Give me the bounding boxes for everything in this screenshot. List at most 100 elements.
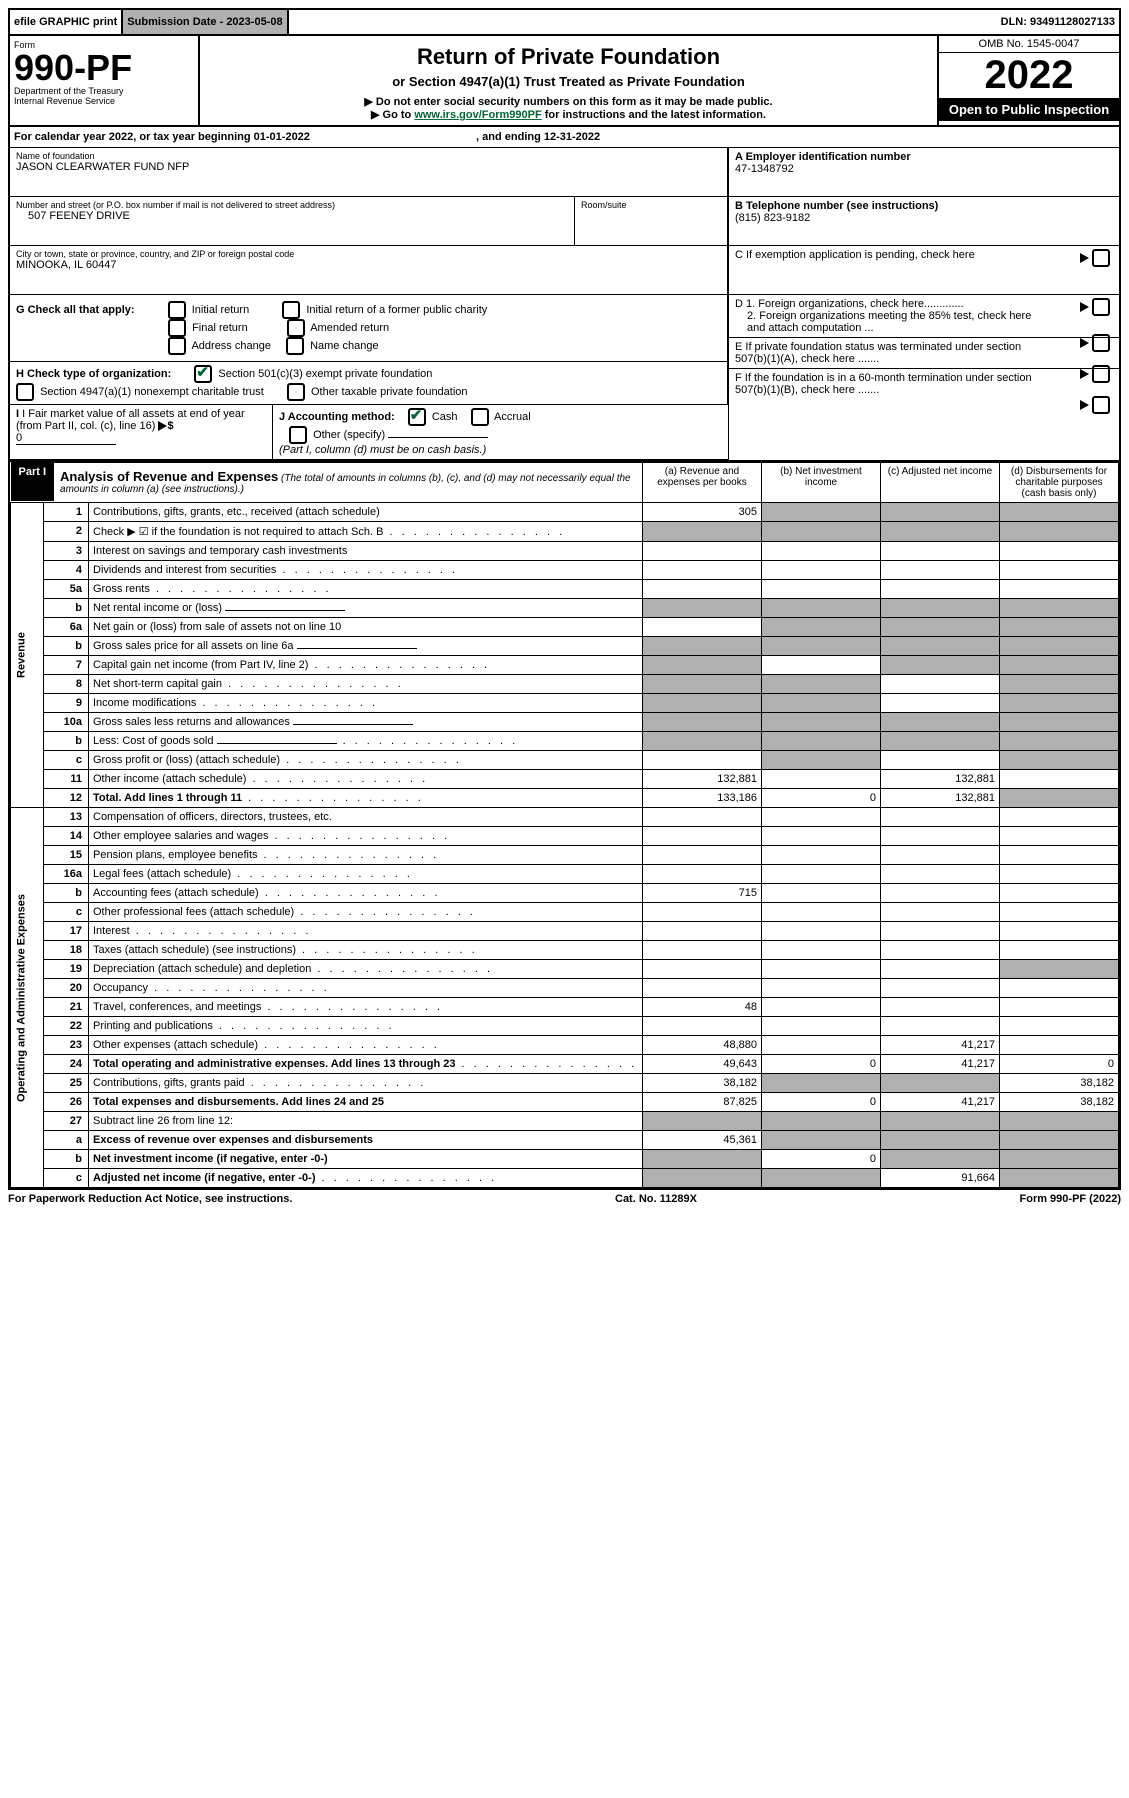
row-number: 24: [44, 1055, 89, 1074]
cell-a: [643, 1112, 762, 1131]
note-goto-a: ▶ Go to: [371, 109, 414, 121]
form990pf-link[interactable]: www.irs.gov/Form990PF: [414, 109, 541, 121]
cell-b: 0: [762, 789, 881, 808]
cell-c: [881, 808, 1000, 827]
cell-c: [881, 960, 1000, 979]
cell-c: [881, 694, 1000, 713]
table-row: 11Other income (attach schedule)132,8811…: [11, 770, 1119, 789]
cell-a: [643, 580, 762, 599]
table-row: 7Capital gain net income (from Part IV, …: [11, 656, 1119, 675]
cell-c: 91,664: [881, 1169, 1000, 1188]
cell-a: [643, 941, 762, 960]
j-other: Other (specify): [313, 429, 385, 441]
cell-d: [1000, 808, 1119, 827]
checkbox-f[interactable]: [1092, 396, 1110, 414]
row-number: 23: [44, 1036, 89, 1055]
table-row: 23Other expenses (attach schedule)48,880…: [11, 1036, 1119, 1055]
table-row: 19Depreciation (attach schedule) and dep…: [11, 960, 1119, 979]
cell-d: [1000, 1017, 1119, 1036]
cell-a: 49,643: [643, 1055, 762, 1074]
cell-b: [762, 1131, 881, 1150]
row-label: Printing and publications: [89, 1017, 643, 1036]
checkbox-final-return[interactable]: [168, 319, 186, 337]
cell-d: [1000, 732, 1119, 751]
checkbox-address-change[interactable]: [168, 337, 186, 355]
row-number: b: [44, 1150, 89, 1169]
row-label: Less: Cost of goods sold: [89, 732, 643, 751]
side-label-opex: Operating and Administrative Expenses: [11, 808, 44, 1188]
cell-c: [881, 1131, 1000, 1150]
row-label: Income modifications: [89, 694, 643, 713]
cell-a: [643, 1169, 762, 1188]
row-number: b: [44, 637, 89, 656]
cell-b: [762, 979, 881, 998]
table-row: 3Interest on savings and temporary cash …: [11, 542, 1119, 561]
row-label: Contributions, gifts, grants paid: [89, 1074, 643, 1093]
cell-a: 48,880: [643, 1036, 762, 1055]
checkbox-amended[interactable]: [287, 319, 305, 337]
table-row: aExcess of revenue over expenses and dis…: [11, 1131, 1119, 1150]
cell-a: [643, 827, 762, 846]
table-row: bLess: Cost of goods sold: [11, 732, 1119, 751]
checkbox-cash[interactable]: [408, 408, 426, 426]
form-subtitle: or Section 4947(a)(1) Trust Treated as P…: [208, 74, 929, 89]
cell-b: [762, 732, 881, 751]
j-note: (Part I, column (d) must be on cash basi…: [279, 444, 486, 456]
row-number: c: [44, 903, 89, 922]
table-row: 2Check ▶ ☑ if the foundation is not requ…: [11, 522, 1119, 542]
cell-b: [762, 751, 881, 770]
checkbox-501c3[interactable]: [194, 365, 212, 383]
g-opt-former: Initial return of a former public charit…: [306, 304, 487, 316]
row-number: 11: [44, 770, 89, 789]
cell-a: [643, 846, 762, 865]
row-label: Interest: [89, 922, 643, 941]
part1-title: Analysis of Revenue and Expenses: [60, 469, 278, 484]
table-row: bGross sales price for all assets on lin…: [11, 637, 1119, 656]
row-number: 27: [44, 1112, 89, 1131]
checkbox-initial-return[interactable]: [168, 301, 186, 319]
checkbox-initial-former[interactable]: [282, 301, 300, 319]
checkbox-other-taxable[interactable]: [287, 383, 305, 401]
cell-d: [1000, 846, 1119, 865]
table-row: bNet rental income or (loss): [11, 599, 1119, 618]
cell-b: [762, 580, 881, 599]
row-label: Interest on savings and temporary cash i…: [89, 542, 643, 561]
cell-d: [1000, 675, 1119, 694]
checkbox-e[interactable]: [1092, 365, 1110, 383]
calendar-year-row: For calendar year 2022, or tax year begi…: [10, 127, 1119, 148]
row-number: 16a: [44, 865, 89, 884]
calyear-end: , and ending 12-31-2022: [476, 131, 600, 143]
row-number: 15: [44, 846, 89, 865]
table-row: 27Subtract line 26 from line 12:: [11, 1112, 1119, 1131]
triangle-icon: [1080, 253, 1089, 263]
row-number: c: [44, 751, 89, 770]
table-row: 12Total. Add lines 1 through 11133,18601…: [11, 789, 1119, 808]
checkbox-c[interactable]: [1092, 249, 1110, 267]
c-label: C If exemption application is pending, c…: [735, 249, 975, 261]
cell-c: [881, 522, 1000, 542]
row-number: 13: [44, 808, 89, 827]
triangle-icon: [1080, 338, 1089, 348]
cell-b: [762, 846, 881, 865]
table-row: cAdjusted net income (if negative, enter…: [11, 1169, 1119, 1188]
checkbox-d2[interactable]: [1092, 334, 1110, 352]
checkbox-other-method[interactable]: [289, 426, 307, 444]
footer-left: For Paperwork Reduction Act Notice, see …: [8, 1193, 292, 1205]
cell-c: [881, 599, 1000, 618]
cell-c: [881, 751, 1000, 770]
irs-label: Internal Revenue Service: [14, 96, 194, 106]
checkbox-name-change[interactable]: [286, 337, 304, 355]
cell-d: [1000, 903, 1119, 922]
checkbox-d1[interactable]: [1092, 298, 1110, 316]
cell-b: [762, 998, 881, 1017]
checkbox-4947a1[interactable]: [16, 383, 34, 401]
cell-c: [881, 941, 1000, 960]
checkbox-accrual[interactable]: [471, 408, 489, 426]
h-opt-other: Other taxable private foundation: [311, 386, 468, 398]
cell-c: [881, 1112, 1000, 1131]
cell-b: [762, 865, 881, 884]
cell-b: 0: [762, 1093, 881, 1112]
cell-a: 133,186: [643, 789, 762, 808]
cell-d: [1000, 941, 1119, 960]
efile-label[interactable]: efile GRAPHIC print: [10, 10, 121, 34]
